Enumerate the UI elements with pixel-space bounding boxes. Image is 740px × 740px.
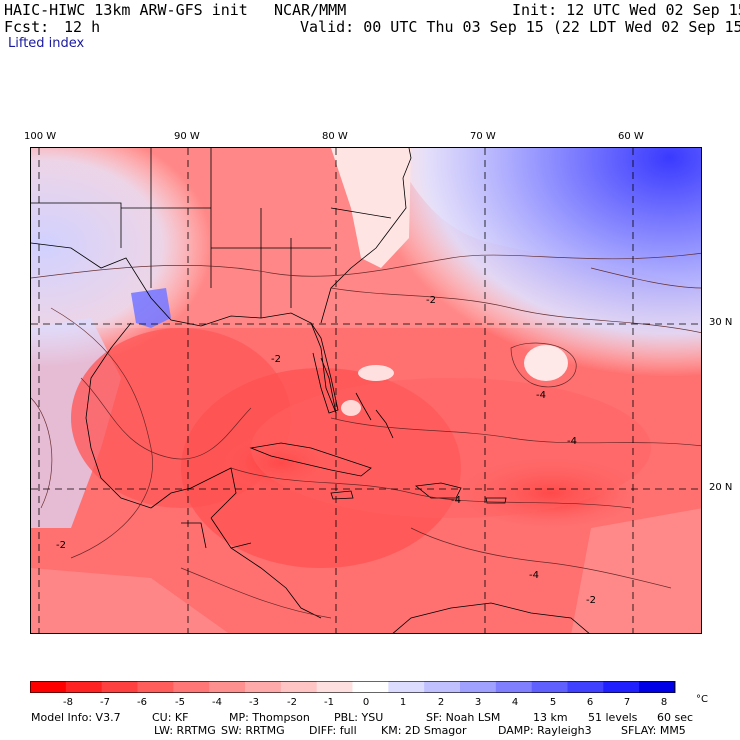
colorbar-tick: 2 — [437, 697, 445, 708]
field-name: Lifted index — [8, 36, 85, 51]
contour-label: -2 — [586, 595, 596, 606]
contour-label: -2 — [271, 354, 281, 365]
contour-label: -4 — [451, 495, 461, 506]
colorbar-swatch — [65, 681, 103, 693]
colorbar-frame — [30, 681, 675, 693]
colorbar — [30, 681, 676, 693]
valid-time: Valid: 00 UTC Thu 03 Sep 15 (22 LDT Wed … — [300, 18, 740, 36]
model-title: HAIC-HIWC 13km ARW-GFS init — [4, 1, 248, 19]
colorbar-tick: -1 — [324, 697, 334, 708]
footer-sf: SF: Noah LSM — [426, 711, 501, 724]
colorbar-swatch — [388, 681, 425, 693]
colorbar-swatch — [30, 681, 67, 693]
colorbar-swatch — [137, 681, 174, 693]
lifted-index-map: -2 -4 -2 -4 -2 -4 -4 -2 — [30, 147, 702, 634]
lon-label-80w: 80 W — [322, 131, 348, 142]
colorbar-tick: 6 — [586, 697, 594, 708]
colorbar-tick: -5 — [175, 697, 185, 708]
colorbar-swatch — [316, 681, 353, 693]
footer-levels: 51 levels — [588, 711, 638, 724]
footer-cu: CU: KF — [152, 711, 189, 724]
org-label: NCAR/MMM — [274, 1, 347, 19]
colorbar-swatch — [460, 681, 497, 693]
contour-label: -2 — [56, 540, 66, 551]
footer-resolution: 13 km — [533, 711, 568, 724]
footer-diff: DIFF: full — [309, 724, 357, 737]
contour-label: -4 — [529, 570, 539, 581]
colorbar-tick: 1 — [399, 697, 407, 708]
footer-pbl: PBL: YSU — [334, 711, 384, 724]
colorbar-swatch — [280, 681, 318, 693]
colorbar-tick: 5 — [549, 697, 557, 708]
contour-label: -4 — [567, 436, 577, 447]
footer-lw: LW: RRTMG — [154, 724, 216, 737]
forecast-hour: 12 h — [64, 18, 101, 36]
lon-label-60w: 60 W — [618, 131, 644, 142]
footer-damp: DAMP: Rayleigh3 — [498, 724, 592, 737]
lon-label-100w: 100 W — [24, 131, 57, 142]
lat-label-30n: 30 N — [709, 317, 733, 328]
colorbar-tick: 4 — [511, 697, 519, 708]
footer-model-info: Model Info: V3.7 — [31, 711, 121, 724]
contour-label: -2 — [426, 295, 436, 306]
coastlines — [31, 148, 590, 633]
colorbar-swatch — [424, 681, 461, 693]
colorbar-unit: °C — [696, 694, 708, 705]
colorbar-tick: -8 — [63, 697, 73, 708]
colorbar-tick: 3 — [474, 697, 482, 708]
colorbar-tick: -2 — [287, 697, 297, 708]
colorbar-tick: 7 — [623, 697, 631, 708]
footer-mp: MP: Thompson — [229, 711, 310, 724]
colorbar-tick: -3 — [249, 697, 259, 708]
colorbar-tick: 0 — [362, 697, 370, 708]
lon-label-90w: 90 W — [174, 131, 200, 142]
colorbar-swatch — [101, 681, 138, 693]
forecast-label: Fcst: — [4, 18, 50, 36]
colorbar-swatch — [245, 681, 282, 693]
colorbar-swatch — [603, 681, 640, 693]
init-time: Init: 12 UTC Wed 02 Sep 15 — [512, 1, 740, 19]
footer-timestep: 60 sec — [657, 711, 694, 724]
colorbar-swatch — [495, 681, 533, 693]
footer-sw: SW: RRTMG — [221, 724, 285, 737]
colorbar-swatch — [173, 681, 210, 693]
footer-sflay: SFLAY: MM5 — [621, 724, 686, 737]
lon-label-70w: 70 W — [470, 131, 496, 142]
colorbar-tick: -6 — [137, 697, 147, 708]
colorbar-swatch — [352, 681, 389, 693]
contours — [31, 252, 701, 619]
contour-label: -4 — [536, 390, 546, 401]
colorbar-tick: 8 — [660, 697, 668, 708]
map-canvas: -2 -4 -2 -4 -2 -4 -4 -2 — [31, 148, 701, 633]
latlon-grid — [31, 148, 701, 633]
colorbar-swatch — [531, 681, 568, 693]
colorbar-tick: -4 — [212, 697, 222, 708]
colorbar-swatch — [209, 681, 246, 693]
colorbar-swatch — [567, 681, 604, 693]
footer-km: KM: 2D Smagor — [381, 724, 467, 737]
lat-label-20n: 20 N — [709, 482, 733, 493]
colorbar-tick: -7 — [100, 697, 110, 708]
colorbar-swatch — [639, 681, 676, 693]
